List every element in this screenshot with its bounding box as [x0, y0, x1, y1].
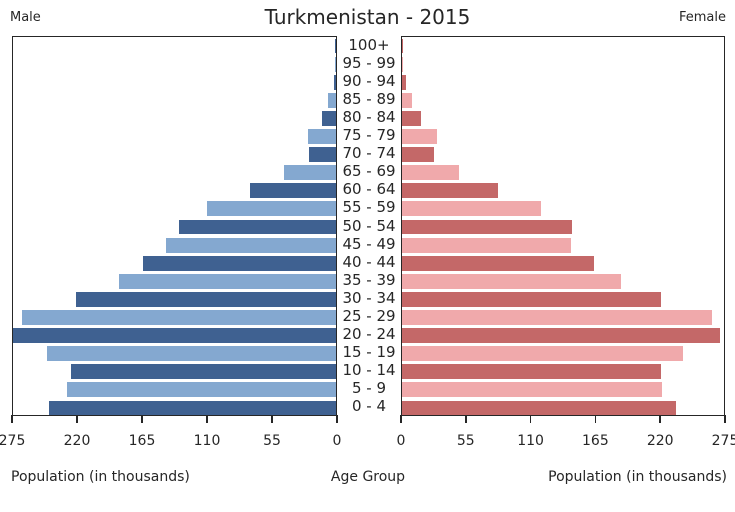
- female-bar-0-4: [402, 400, 676, 416]
- x-tick-female-165: [594, 415, 597, 423]
- age-group-label-85-89: 85 - 89: [342, 89, 396, 108]
- x-tick-label-male-55: 55: [263, 433, 281, 449]
- age-group-label-80-84: 80 - 84: [342, 107, 396, 126]
- x-tick-male-55: [271, 415, 273, 423]
- age-group-label-90-94: 90 - 94: [342, 71, 396, 90]
- female-bar-65-69: [402, 165, 460, 181]
- age-group-label-15-19: 15 - 19: [342, 343, 396, 362]
- male-side-header: Male: [10, 10, 41, 25]
- male-bar-80-84: [321, 110, 336, 126]
- female-bar-30-34: [402, 291, 661, 307]
- male-bar-20-24: [13, 328, 336, 343]
- female-bar-45-49: [402, 237, 571, 253]
- age-group-label-25-29: 25 - 29: [342, 306, 396, 325]
- age-group-label-75-79: 75 - 79: [342, 126, 396, 145]
- female-bar-35-39: [402, 273, 621, 289]
- age-group-label-65-69: 65 - 69: [342, 162, 396, 181]
- female-bar-70-74: [402, 147, 434, 163]
- x-tick-label-female-220: 220: [646, 433, 674, 449]
- age-group-label-45-49: 45 - 49: [342, 234, 396, 253]
- age-group-label-95-99: 95 - 99: [342, 53, 396, 72]
- male-bar-60-64: [250, 183, 336, 199]
- female-bar-10-14: [402, 364, 661, 380]
- x-tick-male-110: [206, 415, 208, 423]
- female-axis-caption: Population (in thousands): [548, 469, 727, 485]
- female-bar-85-89: [402, 92, 412, 108]
- female-bar-50-54: [402, 219, 572, 235]
- male-bar-65-69: [284, 165, 336, 181]
- x-tick-label-male-0: 0: [332, 433, 342, 449]
- female-bar-15-19: [402, 346, 683, 362]
- age-group-label-100+: 100+: [348, 35, 390, 54]
- x-tick-female-110: [529, 415, 532, 423]
- male-axis-caption: Population (in thousands): [11, 469, 190, 485]
- male-bar-90-94: [333, 74, 336, 90]
- x-tick-label-male-165: 165: [128, 433, 156, 449]
- female-bar-95-99: [402, 56, 404, 72]
- age-group-axis: 100+ 95 - 99 90 - 94 85 - 89 80 - 84 75 - 79 7…: [337, 36, 401, 416]
- male-bar-50-54: [178, 219, 336, 235]
- x-tick-label-female-275: 275: [711, 433, 735, 449]
- female-bar-80-84: [402, 110, 421, 126]
- age-group-label-55-59: 55 - 59: [342, 198, 396, 217]
- female-bar-75-79: [402, 129, 438, 144]
- age-group-axis-caption: Age Group: [330, 469, 406, 485]
- female-bar-60-64: [402, 183, 499, 199]
- x-tick-female-220: [659, 415, 661, 423]
- male-bar-10-14: [70, 364, 336, 380]
- male-bar-100+: [335, 38, 336, 54]
- male-plot-area: [12, 36, 337, 416]
- male-bar-5-9: [67, 382, 336, 398]
- male-bar-70-74: [309, 147, 336, 163]
- x-tick-label-male-275: 275: [0, 433, 26, 449]
- x-tick-male-220: [76, 415, 78, 423]
- female-bar-100+: [402, 38, 403, 54]
- age-group-label-35-39: 35 - 39: [342, 270, 396, 289]
- age-group-label-20-24: 20 - 24: [342, 325, 396, 344]
- female-bar-25-29: [402, 310, 713, 325]
- female-side-header: Female: [678, 10, 726, 25]
- x-tick-male-165: [141, 415, 143, 423]
- x-tick-female-0: [400, 415, 402, 423]
- female-bar-5-9: [402, 382, 662, 398]
- age-group-label-60-64: 60 - 64: [342, 180, 396, 199]
- male-bar-30-34: [76, 291, 336, 307]
- female-bar-90-94: [402, 74, 406, 90]
- age-group-label-0-4: 0 - 4: [351, 397, 387, 416]
- x-tick-label-male-220: 220: [63, 433, 91, 449]
- x-tick-label-female-165: 165: [582, 433, 609, 449]
- x-tick-male-0: [336, 415, 338, 423]
- male-bar-85-89: [328, 92, 336, 108]
- male-bar-75-79: [307, 129, 336, 144]
- age-group-label-30-34: 30 - 34: [342, 288, 396, 307]
- female-bar-40-44: [402, 255, 595, 271]
- male-bar-25-29: [22, 310, 336, 325]
- x-tick-male-275: [11, 415, 13, 423]
- male-bar-15-19: [47, 346, 336, 362]
- x-tick-female-275: [724, 415, 726, 423]
- x-tick-label-female-110: 110: [517, 433, 544, 449]
- age-group-label-50-54: 50 - 54: [342, 216, 396, 235]
- male-bar-55-59: [206, 201, 336, 217]
- male-bar-40-44: [143, 255, 336, 271]
- male-bar-95-99: [334, 56, 336, 72]
- chart-title: Turkmenistan - 2015: [264, 5, 471, 29]
- male-bar-45-49: [165, 237, 336, 253]
- female-plot-area: [401, 36, 725, 416]
- female-bar-55-59: [402, 201, 542, 217]
- age-group-label-5-9: 5 - 9: [351, 379, 387, 398]
- age-group-label-70-74: 70 - 74: [342, 144, 396, 163]
- male-bar-0-4: [49, 400, 336, 416]
- age-group-label-40-44: 40 - 44: [342, 252, 396, 271]
- x-tick-female-55: [465, 415, 467, 423]
- male-bar-35-39: [118, 273, 336, 289]
- x-tick-label-female-0: 0: [396, 433, 406, 449]
- x-tick-label-male-110: 110: [193, 433, 221, 449]
- x-tick-label-female-55: 55: [456, 433, 475, 449]
- age-group-label-10-14: 10 - 14: [342, 361, 396, 380]
- female-bar-20-24: [402, 328, 721, 343]
